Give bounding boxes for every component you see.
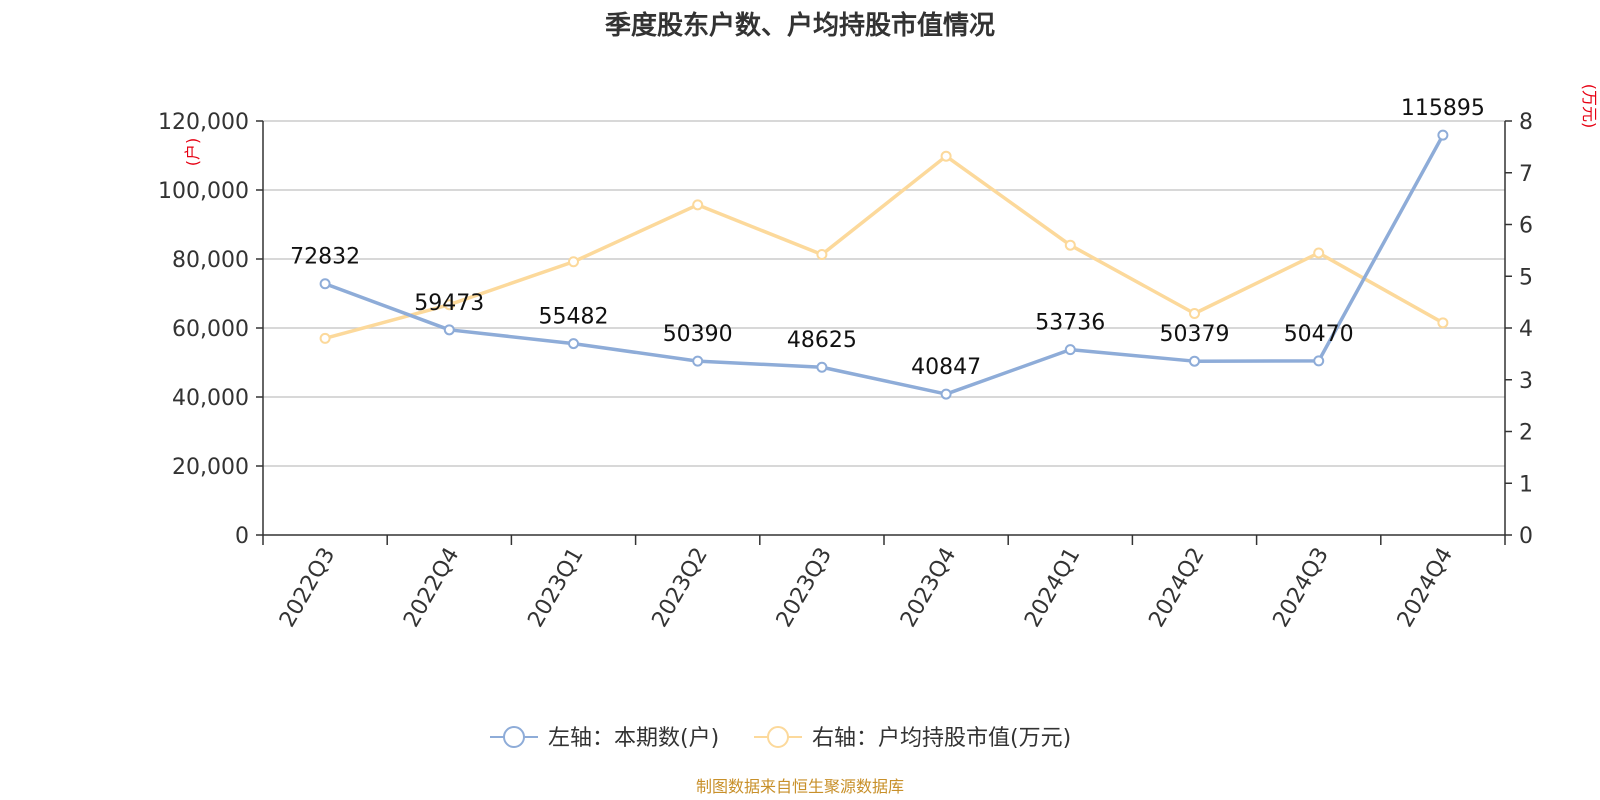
left-axis-unit: (户) (183, 138, 202, 167)
series-line-shareholders (324, 134, 1445, 396)
legend-label-left: 左轴：本期数(户) (548, 726, 719, 751)
left-tick-label: 40,000 (172, 386, 249, 411)
point-avg-market-value[interactable] (1437, 317, 1449, 329)
right-tick-label: 3 (1519, 369, 1533, 394)
right-tick-label: 0 (1519, 524, 1533, 549)
legend-marker-left (503, 726, 525, 748)
data-label: 55482 (539, 305, 609, 330)
right-tick-label: 6 (1519, 214, 1533, 239)
x-axis-ticks: 2022Q3 2022Q4 2023Q1 2023Q2 2023Q3 2023Q4 2024… (262, 535, 1506, 632)
right-axis-unit: (万元) (1580, 84, 1599, 129)
point-avg-market-value[interactable] (1189, 308, 1200, 320)
right-tick-label: 2 (1519, 421, 1533, 446)
right-tick-label: 5 (1519, 265, 1533, 290)
left-tick-label: 20,000 (172, 455, 249, 480)
point-shareholders[interactable] (443, 324, 455, 336)
point-avg-market-value[interactable] (1313, 247, 1325, 259)
legend-item-right-series[interactable]: 右轴：户均持股市值(万元) (754, 726, 1071, 751)
left-axis-ticks: 0 20,000 40,000 60,000 80,000 100,000 120,000 (158, 110, 263, 549)
point-shareholders[interactable] (816, 361, 828, 373)
x-tick-label: 2022Q4 (399, 544, 464, 632)
point-shareholders[interactable] (1437, 129, 1449, 141)
data-label: 50379 (1160, 322, 1230, 347)
legend: 左轴：本期数(户) 右轴：户均持股市值(万元) (490, 726, 1071, 751)
point-avg-market-value[interactable] (319, 332, 331, 344)
legend-marker-right (767, 726, 789, 748)
series-layer (319, 129, 1449, 400)
legend-item-left-series[interactable]: 左轴：本期数(户) (490, 726, 719, 751)
right-tick-label: 4 (1519, 317, 1533, 342)
series-line-avg-market-value (324, 154, 1444, 341)
left-tick-label: 80,000 (172, 248, 249, 273)
x-tick-label: 2022Q3 (275, 544, 340, 632)
data-label: 50470 (1284, 322, 1354, 347)
point-shareholders[interactable] (1064, 344, 1076, 356)
point-avg-market-value[interactable] (568, 256, 579, 268)
point-avg-market-value[interactable] (692, 199, 704, 211)
right-tick-label: 8 (1519, 110, 1533, 135)
x-tick-label: 2024Q3 (1269, 544, 1334, 632)
data-label: 72832 (290, 245, 360, 270)
x-tick-label: 2024Q1 (1020, 544, 1085, 632)
data-label: 50390 (663, 322, 733, 347)
point-shareholders[interactable] (319, 278, 331, 290)
data-label: 53736 (1035, 311, 1105, 336)
grid (263, 120, 1505, 467)
point-avg-market-value[interactable] (940, 150, 952, 162)
point-shareholders[interactable] (1189, 355, 1200, 367)
source-note: 制图数据来自恒生聚源数据库 (696, 777, 904, 796)
data-labels: 72832 59473 55482 50390 48625 40847 53736 50379… (290, 96, 1485, 380)
x-tick-label: 2023Q4 (896, 544, 961, 632)
left-tick-label: 0 (235, 524, 249, 549)
x-tick-label: 2023Q1 (523, 544, 588, 632)
right-axis-ticks: 0 1 2 3 4 5 6 7 8 (1505, 110, 1533, 549)
data-label: 115895 (1401, 96, 1485, 121)
x-tick-label: 2023Q2 (648, 544, 713, 632)
left-tick-label: 60,000 (172, 317, 249, 342)
x-tick-label: 2023Q3 (772, 544, 837, 632)
point-shareholders[interactable] (692, 355, 704, 367)
point-shareholders[interactable] (568, 338, 579, 350)
point-avg-market-value[interactable] (816, 249, 828, 261)
right-tick-label: 1 (1519, 472, 1533, 497)
data-label: 59473 (414, 291, 484, 316)
point-avg-market-value[interactable] (443, 299, 455, 311)
chart-title: 季度股东户数、户均持股市值情况 (605, 10, 995, 41)
point-shareholders[interactable] (1313, 355, 1325, 367)
point-shareholders[interactable] (940, 388, 952, 400)
point-avg-market-value[interactable] (1064, 239, 1076, 251)
left-tick-label: 100,000 (158, 179, 249, 204)
data-label: 40847 (911, 355, 981, 380)
x-tick-label: 2024Q2 (1144, 544, 1209, 632)
data-label: 48625 (787, 328, 857, 353)
legend-label-right: 右轴：户均持股市值(万元) (812, 726, 1071, 751)
x-tick-label: 2024Q4 (1393, 544, 1458, 632)
left-tick-label: 120,000 (158, 110, 249, 135)
right-tick-label: 7 (1519, 162, 1533, 187)
